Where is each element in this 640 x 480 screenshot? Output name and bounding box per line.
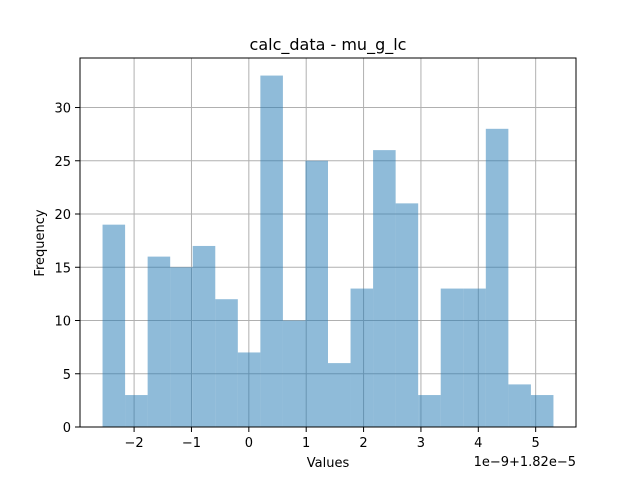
y-tick-label: 30 [54,102,71,117]
y-tick-label: 25 [54,155,71,170]
x-tick-label: −2 [125,436,144,451]
x-tick-label: 3 [417,436,425,451]
histogram-bar [463,288,486,427]
histogram-bar [215,299,238,427]
histogram-bar [125,395,148,427]
x-tick-label: 4 [474,436,482,451]
x-tick-label: 1 [302,436,310,451]
y-tick-label: 15 [54,261,71,276]
chart-title: calc_data - mu_g_lc [250,35,407,55]
x-tick-label: −1 [182,436,201,451]
histogram-bar [440,288,464,427]
histogram-bar [305,160,328,427]
x-tick-label: 0 [245,436,253,451]
histogram-bar [530,395,554,427]
histogram-bar [237,352,261,427]
y-tick-label: 10 [54,315,71,330]
histogram-bar [170,267,193,427]
histogram-bar [102,224,126,427]
y-axis-ticks: 0 5 10 15 20 25 30 [54,102,80,436]
histogram-bar [192,245,216,427]
y-tick-label: 20 [54,208,71,223]
histogram-bar [282,320,306,427]
histogram-bar [508,384,531,427]
x-tick-label: 5 [532,436,540,451]
x-axis-offset-label: 1e−9+1.82e−5 [474,455,576,470]
x-axis-label: Values [307,456,350,471]
x-tick-label: 2 [359,436,367,451]
histogram-bar [350,288,374,427]
bars-layer [102,75,554,428]
histogram-bar [260,75,283,428]
histogram-bar [328,363,351,427]
y-axis-label: Frequency [33,209,48,276]
histogram-bar [418,395,441,427]
histogram-bar [395,203,419,427]
histogram-bar [485,128,509,427]
x-axis-ticks: −2 −1 0 1 2 3 4 5 [125,427,540,451]
y-tick-label: 0 [63,421,71,436]
plot-frame [79,57,577,428]
histogram-bar [147,256,171,427]
histogram-bar [373,150,396,427]
y-tick-label: 5 [63,368,71,383]
